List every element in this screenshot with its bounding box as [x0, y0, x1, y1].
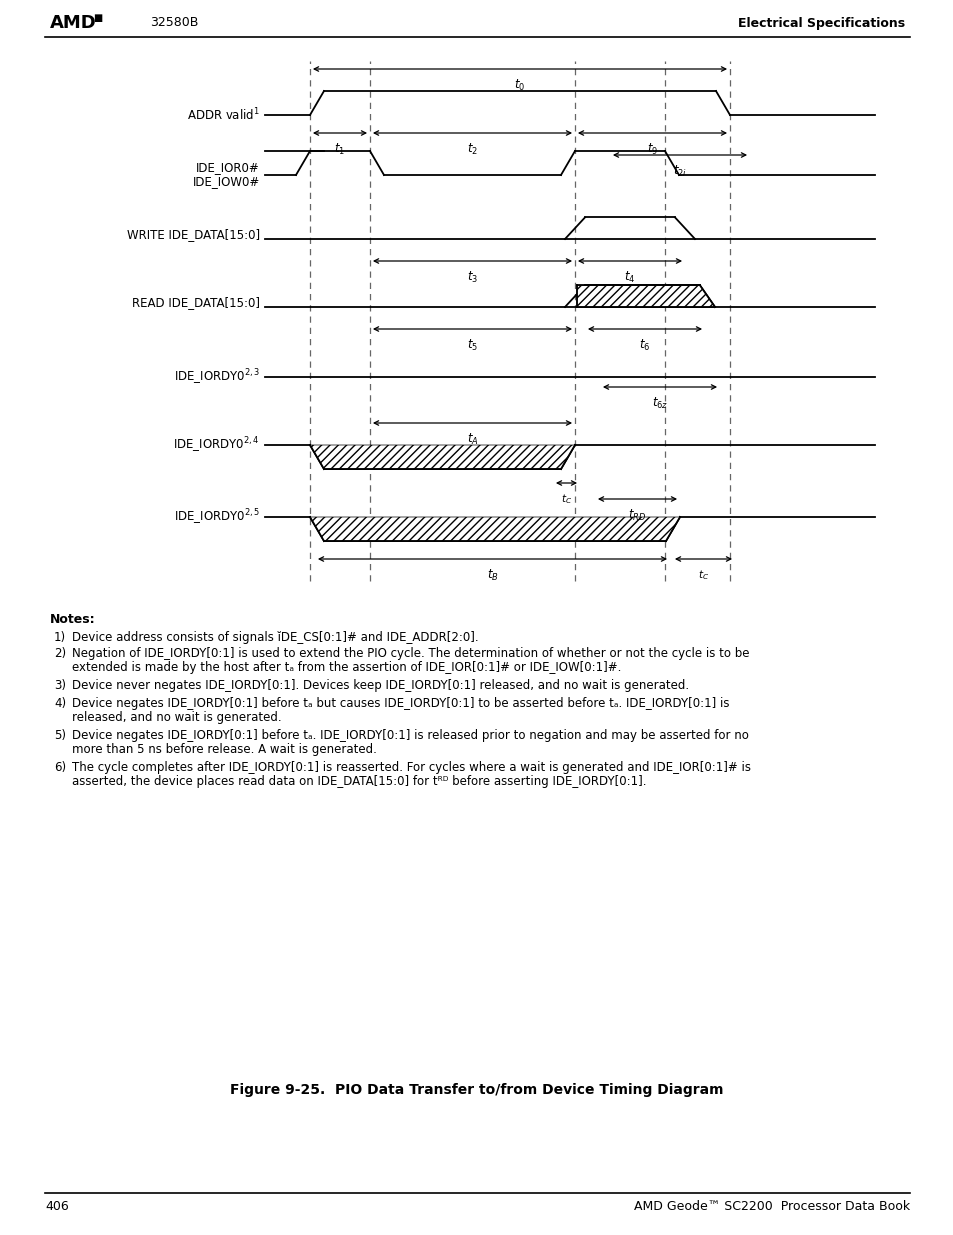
Text: 2): 2) [54, 647, 66, 659]
Text: IDE_IORDY0$^{2,5}$: IDE_IORDY0$^{2,5}$ [173, 508, 260, 527]
Text: $t_C$: $t_C$ [560, 492, 572, 506]
Text: $t_4$: $t_4$ [623, 270, 635, 285]
Text: ■: ■ [92, 14, 102, 23]
Text: IDE_IORDY0$^{2,3}$: IDE_IORDY0$^{2,3}$ [173, 367, 260, 387]
Text: $t_B$: $t_B$ [486, 568, 497, 583]
Text: Device never negates IDE_IORDY[0:1]. Devices keep IDE_IORDY[0:1] released, and n: Device never negates IDE_IORDY[0:1]. Dev… [71, 679, 688, 692]
Text: $t_C$: $t_C$ [698, 568, 708, 582]
Polygon shape [310, 445, 575, 469]
Text: more than 5 ns before release. A wait is generated.: more than 5 ns before release. A wait is… [71, 743, 376, 756]
Text: $t_{2i}$: $t_{2i}$ [672, 164, 686, 179]
Text: The cycle completes after IDE_IORDY[0:1] is reasserted. For cycles where a wait : The cycle completes after IDE_IORDY[0:1]… [71, 761, 750, 774]
Text: 406: 406 [45, 1200, 69, 1214]
Text: Device address consists of signals ĭDE_CS[0:1]# and IDE_ADDR[2:0].: Device address consists of signals ĭDE_C… [71, 631, 478, 643]
Text: Electrical Specifications: Electrical Specifications [737, 16, 904, 30]
Polygon shape [310, 517, 679, 541]
Text: $t_2$: $t_2$ [466, 142, 477, 157]
Text: $t_9$: $t_9$ [646, 142, 658, 157]
Text: IDE_IORDY0$^{2,4}$: IDE_IORDY0$^{2,4}$ [173, 435, 260, 454]
Text: 4): 4) [54, 697, 66, 710]
Text: $t_A$: $t_A$ [466, 432, 477, 447]
Text: $t_{RD}$: $t_{RD}$ [628, 508, 646, 524]
Text: extended is made by the host after tₐ from the assertion of IDE_IOR[0:1]# or IDE: extended is made by the host after tₐ fr… [71, 661, 620, 674]
Text: Device negates IDE_IORDY[0:1] before tₐ but causes IDE_IORDY[0:1] to be asserted: Device negates IDE_IORDY[0:1] before tₐ … [71, 697, 729, 710]
Text: Notes:: Notes: [50, 613, 95, 626]
Text: $t_3$: $t_3$ [466, 270, 477, 285]
Text: Device negates IDE_IORDY[0:1] before tₐ. IDE_IORDY[0:1] is released prior to neg: Device negates IDE_IORDY[0:1] before tₐ.… [71, 729, 748, 742]
Text: Figure 9-25.  PIO Data Transfer to/from Device Timing Diagram: Figure 9-25. PIO Data Transfer to/from D… [230, 1083, 723, 1097]
Text: 3): 3) [54, 679, 66, 692]
Text: $t_{6z}$: $t_{6z}$ [651, 396, 667, 411]
Text: released, and no wait is generated.: released, and no wait is generated. [71, 711, 281, 724]
Text: asserted, the device places read data on IDE_DATA[15:0] for tᴿᴰ before asserting: asserted, the device places read data on… [71, 776, 646, 788]
Text: $t_5$: $t_5$ [466, 338, 477, 353]
Text: $t_6$: $t_6$ [639, 338, 650, 353]
Text: 5): 5) [54, 729, 66, 742]
Text: 32580B: 32580B [150, 16, 198, 30]
Text: Negation of IDE_IORDY[0:1] is used to extend the PIO cycle. The determination of: Negation of IDE_IORDY[0:1] is used to ex… [71, 647, 749, 659]
Text: AMD: AMD [50, 14, 96, 32]
Text: $t_1$: $t_1$ [335, 142, 345, 157]
Text: WRITE IDE_DATA[15:0]: WRITE IDE_DATA[15:0] [127, 228, 260, 242]
Text: AMD Geode™ SC2200  Processor Data Book: AMD Geode™ SC2200 Processor Data Book [633, 1200, 909, 1214]
Text: IDE_IOW0#: IDE_IOW0# [193, 175, 260, 189]
Text: 6): 6) [54, 761, 66, 774]
Text: READ IDE_DATA[15:0]: READ IDE_DATA[15:0] [132, 296, 260, 310]
Polygon shape [577, 285, 714, 308]
Text: ADDR valid$^1$: ADDR valid$^1$ [187, 106, 260, 124]
Text: IDE_IOR0#: IDE_IOR0# [196, 162, 260, 174]
Text: 1): 1) [54, 631, 66, 643]
Text: $t_0$: $t_0$ [514, 78, 525, 93]
